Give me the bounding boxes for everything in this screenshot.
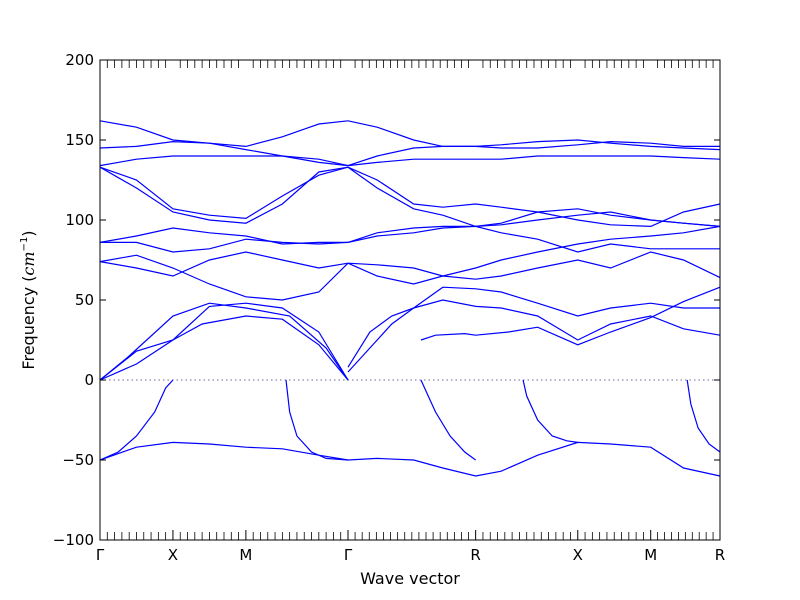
band-line-13: [99, 254, 349, 301]
band-line-28: [347, 120, 720, 149]
band-line-10: [347, 299, 721, 368]
band-line-19: [347, 225, 720, 253]
x-tick-label: M: [644, 546, 657, 564]
band-line-15: [100, 238, 349, 253]
plot-area: [99, 120, 721, 477]
band-line-20: [347, 211, 721, 243]
band-line-17: [347, 251, 721, 280]
band-line-8: [99, 302, 349, 381]
band-line-22: [99, 166, 349, 220]
y-tick-label: 150: [65, 131, 94, 149]
band-line-4: [420, 379, 477, 461]
x-axis-title: Wave vector: [360, 569, 460, 588]
plot-frame: [99, 59, 721, 541]
band-line-6: [686, 379, 721, 453]
band-line-29: [347, 139, 721, 167]
band-line-21: [99, 166, 349, 224]
y-tick-label: 50: [75, 291, 94, 309]
x-tick-label: R: [470, 546, 480, 564]
band-line-1: [99, 441, 721, 477]
y-axis-ticks: −100 −50 0 50 100 150 200: [53, 51, 720, 549]
x-tick-label: M: [239, 546, 252, 564]
band-line-2: [99, 379, 174, 461]
band-line-27: [99, 155, 349, 167]
band-line-16: [99, 227, 348, 245]
band-line-24: [347, 166, 721, 228]
x-tick-label: Γ: [344, 546, 353, 564]
x-tick-label: X: [573, 546, 583, 564]
band-line-14: [99, 251, 349, 277]
band-line-12: [420, 286, 721, 346]
band-line-3: [285, 379, 349, 461]
y-tick-label: 100: [65, 211, 94, 229]
y-tick-label: 0: [84, 371, 94, 389]
band-line-5: [522, 379, 578, 443]
y-tick-label: 200: [65, 51, 94, 69]
y-axis-title: Frequency (cm−1): [19, 230, 38, 369]
band-line-11: [347, 286, 720, 373]
band-line-9: [99, 302, 349, 381]
x-tick-label: Γ: [96, 546, 105, 564]
band-line-23: [347, 166, 721, 228]
y-tick-label: −50: [62, 451, 94, 469]
band-line-26: [99, 140, 349, 167]
band-line-30: [347, 155, 721, 167]
band-line-18: [347, 225, 721, 285]
band-line-7: [99, 315, 349, 381]
x-tick-label: X: [168, 546, 178, 564]
band-line-25: [99, 120, 349, 148]
x-tick-label: R: [715, 546, 725, 564]
y-tick-label: −100: [53, 531, 94, 549]
